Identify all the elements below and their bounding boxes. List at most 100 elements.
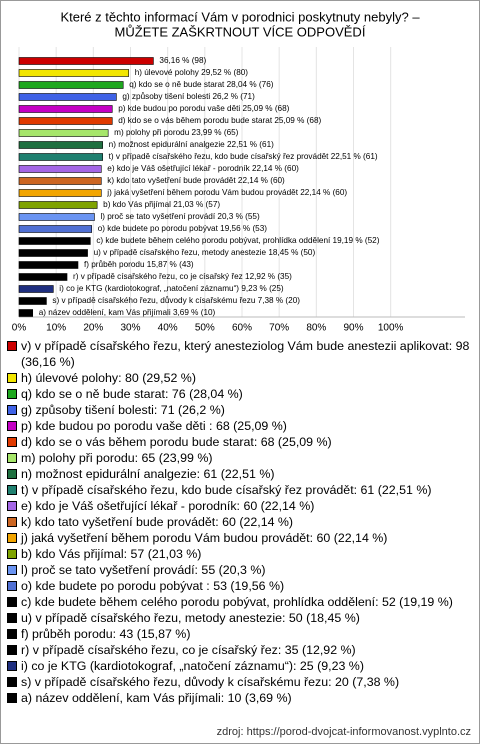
- bar: [18, 213, 95, 221]
- x-tick-label: 80%: [306, 323, 326, 334]
- legend-label: u) v případě císařského řezu, metody ane…: [21, 611, 360, 625]
- bar: [18, 117, 113, 125]
- legend-label: e) kdo je Váš ošetřující lékař - porodní…: [21, 499, 315, 513]
- legend-item: a) název oddělení, kam Vás přijímali: 10…: [7, 690, 471, 706]
- legend-swatch: [7, 549, 17, 559]
- bar: [18, 129, 109, 137]
- legend-label: q) kdo se o ně bude starat: 76 (28,04 %): [21, 387, 243, 401]
- bar: [18, 69, 130, 77]
- bar-label: d) kdo se o vás během porodu bude starat…: [118, 116, 321, 125]
- x-tick-label: 70%: [269, 323, 289, 334]
- bar: [18, 141, 103, 149]
- legend-item: h) úlevové polohy: 80 (29,52 %): [7, 370, 471, 386]
- source: zdroj: https://porod-dvojcat-informovano…: [216, 726, 471, 738]
- bar: [18, 285, 54, 293]
- x-tick-label: 0%: [12, 323, 27, 334]
- legend-label: i) co je KTG (kardiotokograf, „natočení …: [21, 659, 364, 673]
- bar-label: 36,16 % (98): [159, 56, 206, 65]
- x-tick-label: 20%: [83, 323, 103, 334]
- legend-swatch: [7, 341, 17, 351]
- bar: [18, 225, 92, 233]
- legend-swatch: [7, 405, 17, 415]
- legend-swatch: [7, 565, 17, 575]
- chart: Které z těchto informací Vám v porodnici…: [12, 9, 465, 334]
- legend-item: j) jaká vyšetření během porodu Vám budou…: [7, 530, 471, 546]
- bar-label: p) kde budou po porodu vaše děti 25,09 %…: [118, 104, 289, 113]
- legend-label: o) kde budete po porodu pobývat : 53 (19…: [21, 579, 285, 593]
- bar-label: u) v případě císařského řezu, metody ane…: [94, 248, 316, 257]
- bar-label: f) průběh porodu 15,87 % (43): [84, 259, 194, 269]
- x-tick-label: 60%: [232, 323, 252, 334]
- legend-swatch: [7, 677, 17, 687]
- bar-label: a) název oddělení, kam Vás přijímali 3,6…: [39, 308, 216, 317]
- legend-swatch: [7, 421, 17, 431]
- bar-label: q) kdo se o ně bude starat 28,04 % (76): [129, 80, 274, 89]
- legend-swatch: [7, 645, 17, 655]
- legend-label: d) kdo se o vás během porodu bude starat…: [21, 435, 332, 449]
- bar: [18, 81, 124, 89]
- x-tick-label: 90%: [343, 323, 363, 334]
- bar-label: l) proč se tato vyšetření provádí 20,3 %…: [100, 212, 260, 221]
- legend-item: g) způsoby tišení bolesti: 71 (26,2 %): [7, 402, 471, 418]
- bar-label: e) kdo je Váš ošetřující lékař - porodní…: [107, 164, 299, 173]
- bar-label: g) způsoby tišení bolesti 26,2 % (71): [122, 91, 255, 101]
- legend-label: r) v případě císařského řezu, co je císa…: [21, 643, 356, 657]
- bar-label: s) v případě císařského řezu, důvody k c…: [52, 295, 300, 305]
- legend-swatch: [7, 693, 17, 703]
- legend-item: e) kdo je Váš ošetřující lékař - porodní…: [7, 498, 471, 514]
- legend-item: c) kde budete během celého porodu pobýva…: [7, 594, 471, 610]
- legend-item: i) co je KTG (kardiotokograf, „natočení …: [7, 658, 471, 674]
- bar: [18, 273, 68, 281]
- bar: [18, 93, 117, 101]
- legend-item: q) kdo se o ně bude starat: 76 (28,04 %): [7, 386, 471, 402]
- bar-label: h) úlevové polohy 29,52 % (80): [135, 68, 249, 77]
- legend-swatch: [7, 437, 17, 447]
- bar: [18, 261, 79, 269]
- bar-label: r) v případě císařského řezu, co je císa…: [73, 272, 292, 281]
- bar: [18, 105, 113, 113]
- bar-label: c) kde budete během celého porodu pobýva…: [96, 236, 379, 245]
- legend-label: a) název oddělení, kam Vás přijímali: 10…: [21, 691, 292, 705]
- legend-item: u) v případě císařského řezu, metody ane…: [7, 610, 471, 626]
- legend-label: b) kdo Vás přijímal: 57 (21,03 %): [21, 547, 202, 561]
- legend-item: d) kdo se o vás během porodu bude starat…: [7, 434, 471, 450]
- bar-label: o) kde budete po porodu pobývat 19,56 % …: [98, 224, 268, 233]
- legend-label: p) kde budou po porodu vaše děti : 68 (2…: [21, 419, 287, 433]
- legend-label: j) jaká vyšetření během porodu Vám budou…: [21, 531, 388, 545]
- bar: [18, 201, 98, 209]
- legend-label: k) kdo tato vyšetření bude provádět: 60 …: [21, 515, 294, 529]
- legend-label: t) v případě císařského řezu, kdo bude c…: [21, 483, 432, 497]
- bar: [18, 297, 47, 305]
- legend-swatch: [7, 533, 17, 543]
- bar-label: t) v případě císařského řezu, kdo bude c…: [109, 152, 378, 161]
- x-tick-label: 100%: [378, 323, 404, 334]
- legend-item: f) průběh porodu: 43 (15,87 %): [7, 626, 471, 642]
- bar: [18, 237, 91, 245]
- legend-swatch: [7, 485, 17, 495]
- legend-item: b) kdo Vás přijímal: 57 (21,03 %): [7, 546, 471, 562]
- legend-label: n) možnost epidurální analgezie: 61 (22,…: [21, 467, 275, 481]
- legend-label: h) úlevové polohy: 80 (29,52 %): [21, 371, 196, 385]
- chart-title: Které z těchto informací Vám v porodnici…: [60, 9, 420, 24]
- x-tick-label: 10%: [46, 323, 66, 334]
- x-tick-label: 30%: [120, 323, 140, 334]
- legend-item: v) v případě císařského řezu, který anes…: [7, 338, 471, 370]
- legend-item: s) v případě císařského řezu, důvody k c…: [7, 674, 471, 690]
- bar: [18, 309, 34, 317]
- legend-swatch: [7, 389, 17, 399]
- bar: [18, 177, 102, 185]
- legend-label: f) průběh porodu: 43 (15,87 %): [21, 627, 191, 641]
- legend-item: o) kde budete po porodu pobývat : 53 (19…: [7, 578, 471, 594]
- legend-item: p) kde budou po porodu vaše děti : 68 (2…: [7, 418, 471, 434]
- legend-swatch: [7, 597, 17, 607]
- legend-swatch: [7, 613, 17, 623]
- bar-label: j) jaká vyšetření během porodu Vám budou…: [106, 188, 347, 197]
- legend-swatch: [7, 453, 17, 463]
- legend-label: m) polohy při porodu: 65 (23,99 %): [21, 451, 213, 465]
- legend-swatch: [7, 629, 17, 639]
- bar: [18, 165, 102, 173]
- bar: [18, 249, 88, 257]
- bar-label: b) kdo Vás přijímal 21,03 % (57): [103, 200, 220, 209]
- legend-swatch: [7, 661, 17, 671]
